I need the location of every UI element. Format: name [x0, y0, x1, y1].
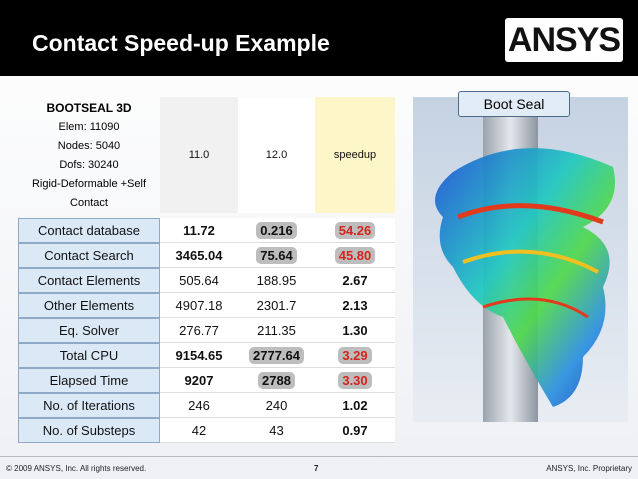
- table-cell: 211.35: [238, 318, 315, 343]
- cell-text: 1.02: [342, 397, 368, 413]
- cell-text: 2.67: [342, 272, 368, 288]
- boot-seal-image: [413, 97, 628, 422]
- cell-text: Total CPU: [59, 348, 119, 363]
- row-label: Elapsed Time: [18, 368, 160, 393]
- cell-text: 75.64: [256, 246, 297, 264]
- logo: ANSYS: [505, 18, 623, 62]
- cell-text: 3.30: [338, 371, 372, 389]
- table-cell: 9207: [160, 368, 238, 393]
- table-cell: 2788: [238, 368, 315, 393]
- cell-text: Eq. Solver: [59, 323, 119, 338]
- cell-text: 11.72: [183, 222, 215, 238]
- table-cell: 240: [238, 393, 315, 418]
- cell-text: 211.35: [257, 322, 296, 338]
- image-label: Boot Seal: [458, 91, 570, 117]
- table-cell: 3465.04: [160, 243, 238, 268]
- corner-line: Elem: 11090: [58, 121, 120, 133]
- table-cell: 2.67: [315, 268, 395, 293]
- cell-text: Contact Search: [44, 248, 134, 263]
- table-cell: 54.26: [315, 218, 395, 243]
- column-header: 11.0: [160, 97, 238, 213]
- table-cell: 3.29: [315, 343, 395, 368]
- corner-line: BOOTSEAL 3D: [46, 101, 132, 115]
- cell-text: 240: [265, 397, 288, 413]
- table-cell: 188.95: [238, 268, 315, 293]
- table-cell: 505.64: [160, 268, 238, 293]
- cell-text: Elapsed Time: [49, 373, 129, 388]
- row-label: No. of Iterations: [18, 393, 160, 418]
- cell-text: 45.80: [334, 246, 376, 264]
- row-label: No. of Substeps: [18, 418, 160, 443]
- footer-rule: [0, 456, 638, 457]
- cell-text: 2788: [258, 371, 295, 389]
- cell-text: 54.26: [334, 221, 376, 239]
- cell-text: 9154.65: [175, 347, 223, 363]
- table-cell: 9154.65: [160, 343, 238, 368]
- cell-text: 2777.64: [249, 346, 304, 364]
- table-cell: 11.72: [160, 218, 238, 243]
- table-cell: 0.97: [315, 418, 395, 443]
- cell-text: 4907.18: [175, 297, 223, 313]
- cell-text: 2.13: [342, 297, 368, 313]
- corner-line: Nodes: 5040: [57, 140, 121, 152]
- row-label: Contact Elements: [18, 268, 160, 293]
- cell-text: 3.29: [338, 346, 372, 364]
- table-corner: BOOTSEAL 3D Elem: 11090 Nodes: 5040 Dofs: 3…: [18, 97, 160, 213]
- corner-line: Dofs: 30240: [59, 159, 119, 171]
- table-cell: 42: [160, 418, 238, 443]
- table-cell: 246: [160, 393, 238, 418]
- cell-text: 1.30: [342, 322, 368, 338]
- table-cell: 276.77: [160, 318, 238, 343]
- table-cell: 1.30: [315, 318, 395, 343]
- cell-text: 0.216: [256, 221, 297, 239]
- row-label: Contact Search: [18, 243, 160, 268]
- table-cell: 3.30: [315, 368, 395, 393]
- cell-text: 9207: [184, 372, 214, 388]
- cell-text: 0.97: [342, 422, 368, 438]
- cell-text: Other Elements: [43, 298, 135, 313]
- table-cell: 4907.18: [160, 293, 238, 318]
- table-cell: 75.64: [238, 243, 315, 268]
- copyright: © 2009 ANSYS, Inc. All rights reserved.: [6, 464, 147, 473]
- row-label: Contact database: [18, 218, 160, 243]
- table-cell: 43: [238, 418, 315, 443]
- row-label: Other Elements: [18, 293, 160, 318]
- proprietary: ANSYS, Inc. Proprietary: [546, 464, 632, 473]
- cell-text: No. of Iterations: [43, 398, 135, 413]
- cell-text: 246: [188, 397, 210, 413]
- table-cell: 2.13: [315, 293, 395, 318]
- cell-text: 505.64: [179, 272, 219, 288]
- column-header: 12.0: [238, 97, 315, 213]
- cell-text: Contact database: [38, 223, 140, 238]
- cell-text: 42: [191, 422, 207, 438]
- cell-text: 3465.04: [175, 247, 223, 263]
- cell-text: No. of Substeps: [42, 423, 136, 438]
- table-cell: 45.80: [315, 243, 395, 268]
- table-cell: 2777.64: [238, 343, 315, 368]
- slide-title: Contact Speed-up Example: [32, 30, 330, 56]
- cell-text: 43: [269, 422, 284, 438]
- cell-text: 276.77: [179, 322, 219, 338]
- table-cell: 2301.7: [238, 293, 315, 318]
- table-cell: 0.216: [238, 218, 315, 243]
- row-label: Total CPU: [18, 343, 160, 368]
- row-label: Eq. Solver: [18, 318, 160, 343]
- table-cell: 1.02: [315, 393, 395, 418]
- corner-line: Rigid-Deformable +Self Contact: [31, 178, 147, 209]
- cell-text: 188.95: [256, 272, 297, 288]
- cell-text: 2301.7: [256, 297, 297, 313]
- cell-text: Contact Elements: [37, 273, 141, 288]
- page-number: 7: [314, 464, 319, 473]
- column-header: speedup: [315, 97, 395, 213]
